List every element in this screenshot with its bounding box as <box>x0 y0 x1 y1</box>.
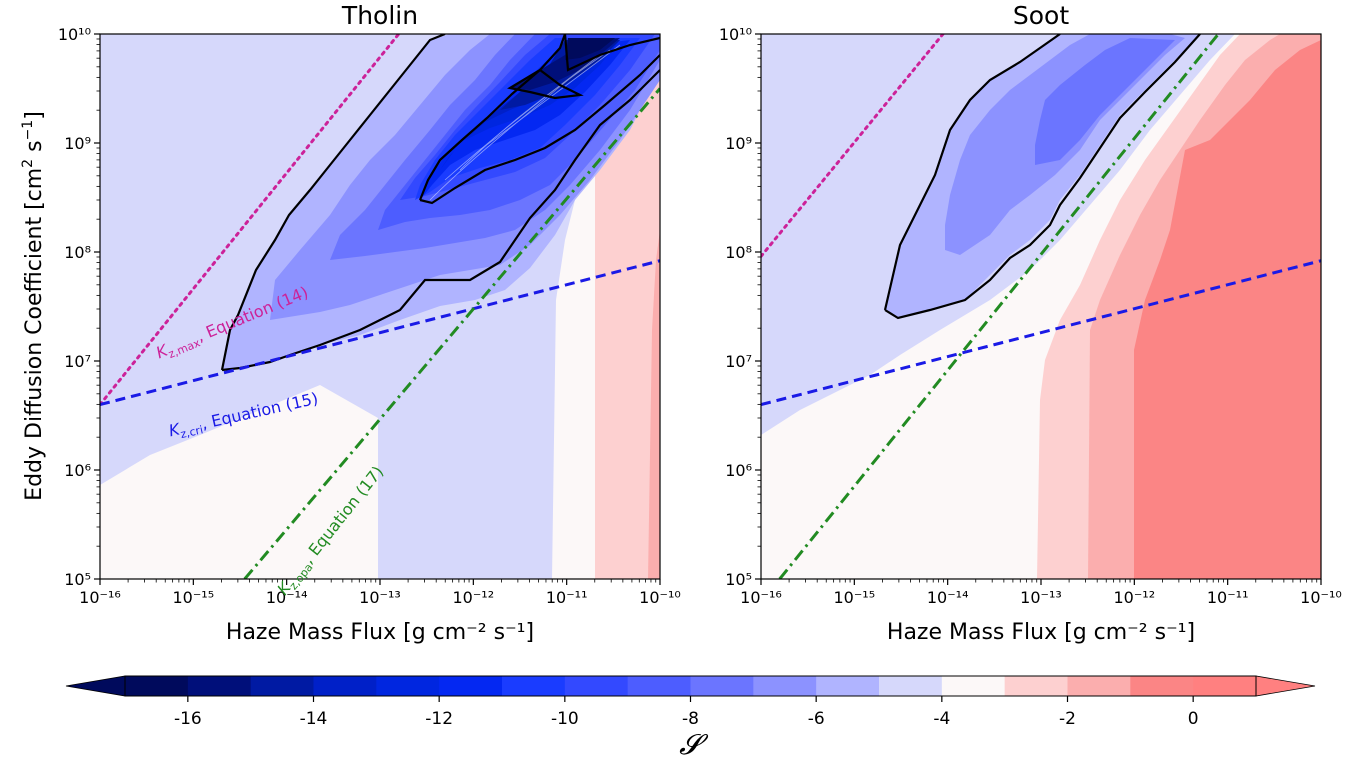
x-tick-label: 10⁻¹⁶ <box>740 588 782 607</box>
x-tick-label: 10⁻¹² <box>453 588 495 607</box>
y-tick-label: 10¹⁰ <box>58 25 91 44</box>
soot-region-level-m1 <box>1134 40 1321 579</box>
colorbar-tick-label: -6 <box>808 709 825 729</box>
colorbar-swatch <box>690 676 754 696</box>
soot-ticks: 10⁻¹⁶ 10⁻¹⁵ 10⁻¹⁴ 10⁻¹³ 10⁻¹² 10⁻¹¹ 10⁻¹⁰ 10⁵ 10… <box>719 25 1342 607</box>
x-tick-label: 10⁻¹⁴ <box>927 588 969 607</box>
y-tick-label: 10⁹ <box>725 134 752 153</box>
x-tick-label: 10⁻¹³ <box>1020 588 1062 607</box>
soot-region-level-m8 <box>1035 38 1175 165</box>
colorbar-swatch <box>1130 676 1194 696</box>
x-tick-label: 10⁻¹⁶ <box>79 588 121 607</box>
x-tick-label: 10⁻¹⁵ <box>834 588 876 607</box>
colorbar-swatches <box>125 676 1257 696</box>
colorbar-tick-label: -2 <box>1059 709 1076 729</box>
colorbar-swatch <box>125 676 189 696</box>
tholin-title: Tholin <box>341 1 418 30</box>
tholin-fine-contours <box>429 44 621 201</box>
tholin-reference-lines <box>100 34 660 579</box>
colorbar-swatch <box>753 676 817 696</box>
colorbar-tick-label: -4 <box>933 709 950 729</box>
x-tick-label: 10⁻¹¹ <box>546 588 588 607</box>
x-tick-label: 10⁻¹⁵ <box>173 588 215 607</box>
colorbar-swatch <box>1193 676 1257 696</box>
y-tick-label: 10⁷ <box>725 352 752 371</box>
y-axis-label: Eddy Diffusion Coefficient [cm2 s−1] <box>20 111 47 501</box>
x-tick-label: 10⁻¹¹ <box>1207 588 1249 607</box>
x-tick-label: 10⁻¹⁰ <box>639 588 681 607</box>
soot-reference-lines <box>761 34 1321 579</box>
tholin-ticks: 10⁻¹⁶ 10⁻¹⁵ 10⁻¹⁴ 10⁻¹³ 10⁻¹² 10⁻¹¹ 10⁻¹⁰ 10⁵ 10… <box>58 25 681 607</box>
reference-line-k-z-opa <box>243 87 660 579</box>
colorbar-max-extend <box>1255 675 1316 697</box>
colorbar-ticks: -16 -14 -12 -10 -8 -6 -4 -2 0 <box>174 696 1199 729</box>
tholin-region-level-m4-lower <box>100 385 378 579</box>
colorbar-swatch <box>879 676 943 696</box>
colorbar-swatch <box>816 676 880 696</box>
tholin-panel: Tholin <box>58 1 681 645</box>
colorbar-tick-label: -12 <box>425 709 453 729</box>
colorbar-tick-label: -10 <box>551 709 579 729</box>
tholin-contour-core <box>506 68 584 100</box>
x-tick-label: 10⁻¹⁰ <box>1300 588 1342 607</box>
tholin-contour-inner-lower <box>419 54 660 205</box>
colorbar-min-extend <box>65 675 126 697</box>
y-tick-label: 10¹⁰ <box>719 25 752 44</box>
tholin-contour-upper <box>220 34 446 371</box>
colorbar-swatch <box>564 676 629 696</box>
colorbar: -16 -14 -12 -10 -8 -6 -4 -2 0 𝓢 <box>65 675 1316 761</box>
colorbar-tick-label: 0 <box>1188 709 1199 729</box>
soot-contours <box>761 34 1321 579</box>
x-tick-label: 10⁻¹² <box>1114 588 1156 607</box>
colorbar-swatch <box>502 676 566 696</box>
colorbar-swatch <box>187 676 252 696</box>
tholin-xlabel-text: Haze Mass Flux [g cm⁻² s⁻¹] <box>226 620 534 645</box>
soot-xlabel: Haze Mass Flux [g cm⁻² s⁻¹] <box>887 620 1195 645</box>
y-tick-label: 10⁸ <box>725 243 752 262</box>
tholin-contour-inner <box>418 34 660 201</box>
soot-panel: Soot 10⁻¹⁶ 10⁻¹⁵ 10⁻¹⁴ 10⁻¹³ 10⁻¹² 10⁻¹¹ 10⁻¹⁰… <box>719 1 1342 645</box>
y-tick-label: 10⁹ <box>64 134 91 153</box>
y-tick-label: 10⁶ <box>725 461 752 480</box>
y-axis-label-text: Eddy Diffusion Coefficient [cm2 s−1] <box>20 111 47 501</box>
reference-line-k-z-max <box>761 34 945 258</box>
soot-title: Soot <box>1013 1 1069 30</box>
soot-black-contour <box>883 34 1201 320</box>
colorbar-tick-label: -8 <box>682 709 699 729</box>
y-tick-label: 10⁸ <box>64 243 91 262</box>
colorbar-swatch <box>1067 676 1131 696</box>
tholin-region-level-m2 <box>648 230 660 579</box>
reference-line-k-z-opa <box>778 34 1220 579</box>
y-tick-label: 10⁵ <box>64 570 91 589</box>
tholin-region-level-m4-right <box>552 160 595 579</box>
colorbar-label: 𝓢 <box>679 728 709 761</box>
tholin-contours <box>100 34 660 579</box>
colorbar-swatch <box>439 676 503 696</box>
colorbar-swatch <box>1004 676 1068 696</box>
colorbar-swatch <box>941 676 1006 696</box>
reference-line-k-z-cri <box>100 259 660 407</box>
colorbar-swatch <box>376 676 440 696</box>
colorbar-swatch <box>313 676 377 696</box>
colorbar-tick-label: -16 <box>174 709 202 729</box>
colorbar-tick-label: -14 <box>300 709 328 729</box>
y-tick-label: 10⁶ <box>64 461 91 480</box>
reference-line-k-z-cri <box>761 259 1321 407</box>
tholin-xlabel: Haze Mass Flux [g cm⁻² s⁻¹] <box>226 620 534 645</box>
y-tick-label: 10⁷ <box>64 352 91 371</box>
tholin-region-level-m17 <box>565 38 615 60</box>
colorbar-swatch <box>627 676 691 696</box>
y-tick-label: 10⁵ <box>725 570 752 589</box>
tholin-region-level-m3 <box>595 80 660 579</box>
colorbar-swatch <box>250 676 314 696</box>
reference-line-k-z-max <box>100 34 401 407</box>
x-tick-label: 10⁻¹⁴ <box>266 588 308 607</box>
x-tick-label: 10⁻¹³ <box>359 588 401 607</box>
